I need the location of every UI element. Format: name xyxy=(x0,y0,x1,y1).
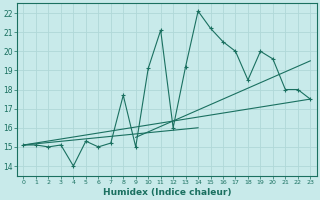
X-axis label: Humidex (Indice chaleur): Humidex (Indice chaleur) xyxy=(103,188,231,197)
